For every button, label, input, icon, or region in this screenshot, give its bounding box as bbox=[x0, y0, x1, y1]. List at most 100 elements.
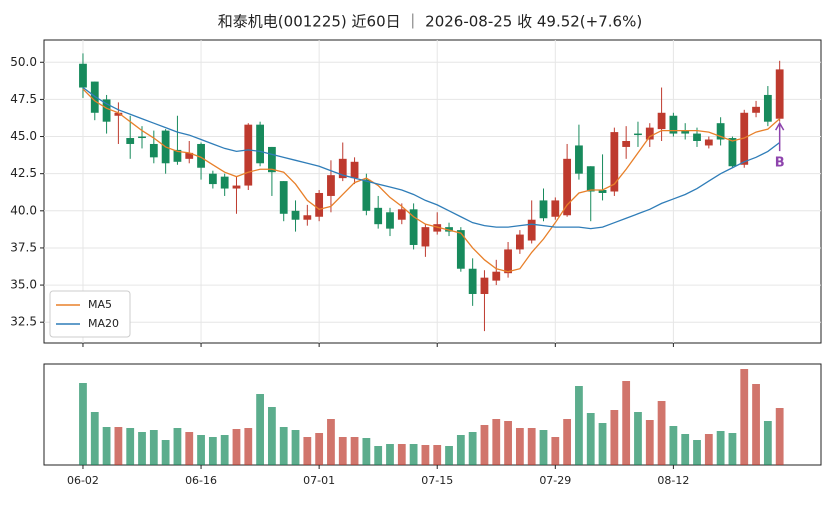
volume-bar bbox=[126, 428, 135, 465]
volume-bar bbox=[563, 419, 572, 465]
candle-body bbox=[232, 185, 241, 189]
volume-bar bbox=[315, 433, 324, 465]
volume-bar bbox=[704, 434, 713, 465]
y-tick-label: 42.5 bbox=[10, 166, 37, 180]
candle-body bbox=[185, 152, 194, 159]
volume-bar bbox=[327, 419, 335, 465]
volume-bar bbox=[752, 384, 760, 465]
candle-body bbox=[728, 138, 737, 167]
volume-bar bbox=[386, 444, 394, 465]
volume-bar bbox=[515, 428, 524, 465]
candle-body bbox=[575, 145, 583, 174]
x-tick-label: 06-02 bbox=[67, 474, 99, 487]
volume-bar bbox=[303, 437, 312, 465]
volume-bar bbox=[622, 381, 631, 465]
annotation-label: B bbox=[775, 156, 785, 171]
candle-body bbox=[504, 249, 512, 274]
candle-body bbox=[409, 209, 418, 245]
y-tick-label: 45.0 bbox=[10, 129, 37, 143]
volume-bar bbox=[763, 421, 772, 465]
volume-bar bbox=[657, 401, 666, 465]
candle-body bbox=[268, 146, 276, 173]
x-tick-label: 06-16 bbox=[185, 474, 217, 487]
y-tick-label: 47.5 bbox=[10, 92, 37, 106]
candle-body bbox=[114, 112, 123, 116]
candle-body bbox=[693, 133, 701, 141]
candle-body bbox=[563, 158, 572, 216]
volume-bar bbox=[173, 428, 182, 465]
legend-box bbox=[49, 290, 131, 338]
candle-body bbox=[397, 209, 406, 220]
volume-bar bbox=[114, 427, 123, 465]
candle-body bbox=[752, 106, 760, 113]
candle-body bbox=[173, 149, 182, 162]
volume-bar bbox=[575, 386, 583, 465]
candle-body bbox=[362, 179, 371, 211]
legend-label: MA20 bbox=[88, 317, 119, 330]
candle-body bbox=[374, 207, 383, 225]
candle-body bbox=[740, 112, 749, 165]
volume-bar bbox=[645, 420, 654, 465]
candle-body bbox=[586, 166, 595, 192]
volume-bar bbox=[197, 435, 205, 465]
candle-body bbox=[527, 219, 536, 241]
candle-body bbox=[551, 200, 560, 217]
volume-bar bbox=[350, 437, 359, 465]
candle-body bbox=[669, 115, 678, 134]
volume-bar bbox=[492, 419, 501, 465]
candle-body bbox=[634, 133, 642, 136]
candle-body bbox=[138, 136, 146, 139]
volume-bar bbox=[669, 426, 678, 465]
volume-bar bbox=[634, 412, 642, 465]
candle-body bbox=[763, 94, 772, 122]
legend-label: MA5 bbox=[88, 298, 112, 311]
candle-body bbox=[480, 277, 489, 294]
volume-bar bbox=[775, 408, 784, 465]
candle-body bbox=[291, 210, 300, 220]
volume-bar bbox=[504, 421, 512, 465]
candle-body bbox=[775, 69, 784, 119]
candle-body bbox=[102, 99, 111, 122]
candle-body bbox=[126, 138, 135, 144]
candle-body bbox=[386, 212, 394, 229]
candle-body bbox=[622, 141, 631, 147]
candle-body bbox=[327, 175, 335, 196]
volume-bar bbox=[551, 437, 560, 465]
candle-body bbox=[350, 161, 359, 179]
candle-body bbox=[681, 130, 690, 134]
volume-bar bbox=[693, 440, 701, 465]
candle-body bbox=[208, 173, 217, 185]
candle-body bbox=[149, 143, 158, 158]
volume-bar bbox=[102, 427, 111, 465]
candle-body bbox=[197, 143, 205, 168]
annotation-arrow bbox=[775, 121, 785, 152]
y-tick-label: 35.0 bbox=[10, 278, 37, 292]
volume-bar bbox=[397, 444, 406, 465]
candle-body bbox=[610, 132, 619, 192]
candle-body bbox=[456, 230, 465, 269]
candle-body bbox=[433, 224, 442, 232]
volume-bar bbox=[409, 444, 418, 465]
volume-bar bbox=[456, 435, 465, 465]
candle-body bbox=[468, 268, 477, 294]
volume-bar bbox=[90, 412, 99, 465]
candle-body bbox=[421, 227, 430, 247]
chart-title: 和泰机电(001225) 近60日 ｜ 2026-08-25 收 49.52(+… bbox=[218, 13, 642, 31]
volume-bar bbox=[728, 433, 737, 465]
y-tick-label: 37.5 bbox=[10, 240, 37, 254]
candle-body bbox=[315, 192, 324, 217]
volume-bar bbox=[539, 430, 548, 465]
ma-line bbox=[82, 88, 781, 273]
volume-bar bbox=[185, 432, 194, 465]
volume-bar bbox=[161, 440, 170, 465]
volume-bar bbox=[586, 413, 595, 465]
candle-body bbox=[445, 227, 453, 232]
candle-body bbox=[220, 176, 229, 189]
candle-body bbox=[645, 127, 654, 140]
volume-bar bbox=[291, 430, 300, 465]
volume-bar bbox=[681, 434, 690, 465]
volume-bar bbox=[421, 445, 430, 465]
candle-body bbox=[657, 112, 666, 130]
x-tick-label: 07-29 bbox=[539, 474, 571, 487]
